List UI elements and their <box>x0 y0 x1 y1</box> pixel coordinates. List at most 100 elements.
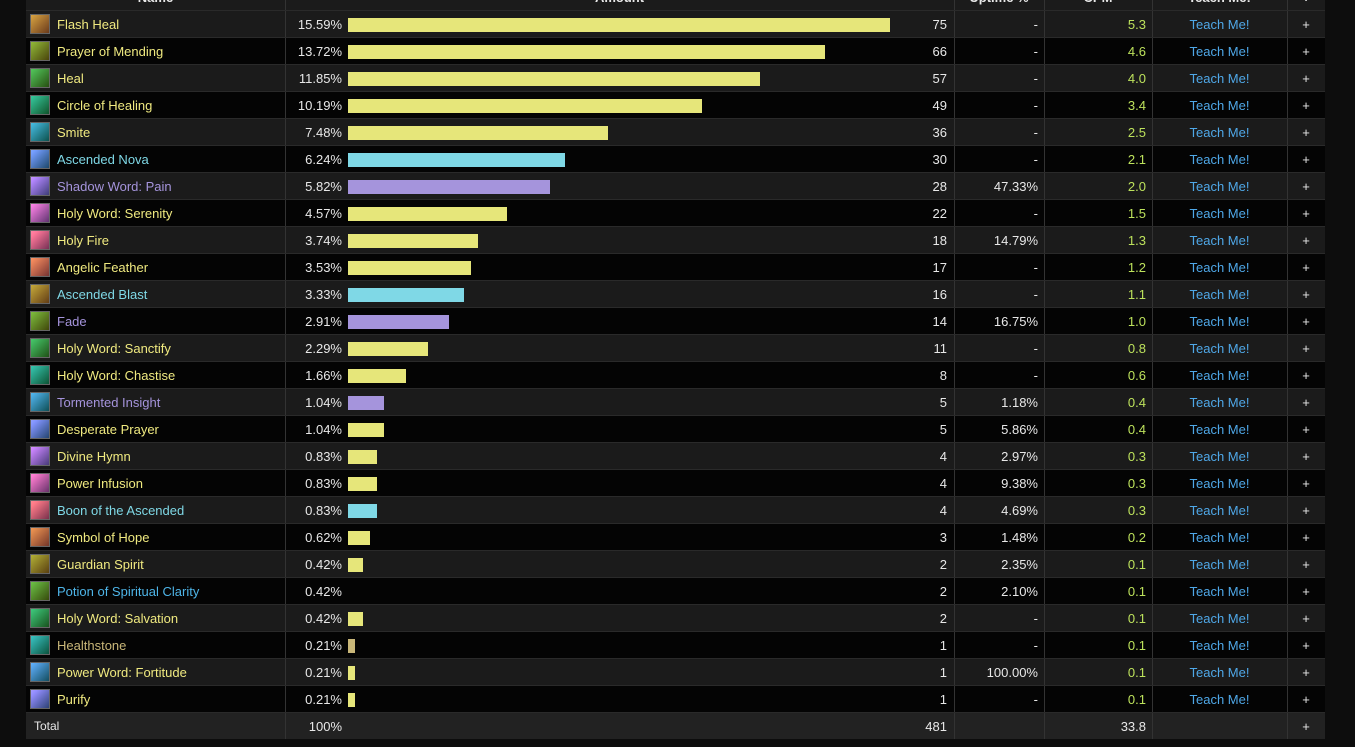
expand-button[interactable]: + <box>1302 557 1310 572</box>
teach-me-link[interactable]: Teach Me! <box>1189 395 1250 410</box>
teach-me-link[interactable]: Teach Me! <box>1189 638 1250 653</box>
teach-me-link[interactable]: Teach Me! <box>1189 17 1250 32</box>
cpm: 1.3 <box>1127 233 1146 248</box>
expand-button[interactable]: + <box>1302 611 1310 626</box>
teach-me-link[interactable]: Teach Me! <box>1189 206 1250 221</box>
cpm: 2.1 <box>1127 152 1146 167</box>
cpm: 0.1 <box>1127 584 1146 599</box>
expand-button[interactable]: + <box>1302 530 1310 545</box>
teach-me-link[interactable]: Teach Me! <box>1189 611 1250 626</box>
cpm: 0.1 <box>1127 665 1146 680</box>
column-divider <box>1287 524 1288 550</box>
expand-button[interactable]: + <box>1302 719 1310 734</box>
spell-row: Fade 2.91% 14 16.75% 1.0 Teach Me! + <box>26 308 1325 335</box>
expand-button[interactable]: + <box>1302 584 1310 599</box>
expand-button[interactable]: + <box>1302 179 1310 194</box>
spell-name: Guardian Spirit <box>57 557 144 572</box>
column-divider <box>285 65 286 91</box>
expand-button[interactable]: + <box>1302 341 1310 356</box>
teach-me-link[interactable]: Teach Me! <box>1189 233 1250 248</box>
expand-button[interactable]: + <box>1302 17 1310 32</box>
column-divider <box>1044 632 1045 658</box>
spell-name: Power Word: Fortitude <box>57 665 187 680</box>
percent: 13.72% <box>297 44 342 59</box>
expand-button[interactable]: + <box>1302 692 1310 707</box>
expand-button[interactable]: + <box>1302 476 1310 491</box>
spell-icon <box>30 230 50 250</box>
teach-me-link[interactable]: Teach Me! <box>1189 179 1250 194</box>
expand-button[interactable]: + <box>1302 71 1310 86</box>
expand-button[interactable]: + <box>1302 422 1310 437</box>
teach-me-link[interactable]: Teach Me! <box>1189 368 1250 383</box>
expand-button[interactable]: + <box>1302 125 1310 140</box>
spell-name: Ascended Blast <box>57 287 148 302</box>
teach-me-link[interactable]: Teach Me! <box>1189 314 1250 329</box>
percent: 4.57% <box>305 206 342 221</box>
teach-me-link[interactable]: Teach Me! <box>1189 584 1250 599</box>
teach-me-link[interactable]: Teach Me! <box>1189 341 1250 356</box>
expand-button[interactable]: + <box>1302 260 1310 275</box>
column-divider <box>1044 605 1045 631</box>
expand-button[interactable]: + <box>1302 233 1310 248</box>
expand-button[interactable]: + <box>1302 287 1310 302</box>
teach-me-link[interactable]: Teach Me! <box>1189 530 1250 545</box>
column-divider <box>1044 335 1045 361</box>
expand-button[interactable]: + <box>1302 44 1310 59</box>
expand-button[interactable]: + <box>1302 206 1310 221</box>
column-divider <box>285 227 286 253</box>
expand-button[interactable]: + <box>1302 503 1310 518</box>
teach-me-link[interactable]: Teach Me! <box>1189 422 1250 437</box>
teach-me-link[interactable]: Teach Me! <box>1189 98 1250 113</box>
teach-me-link[interactable]: Teach Me! <box>1189 125 1250 140</box>
spell-name: Tormented Insight <box>57 395 161 410</box>
expand-button[interactable]: + <box>1302 449 1310 464</box>
teach-me-link[interactable]: Teach Me! <box>1189 503 1250 518</box>
teach-me-link[interactable]: Teach Me! <box>1189 260 1250 275</box>
expand-button[interactable]: + <box>1302 98 1310 113</box>
column-divider <box>1152 38 1153 64</box>
column-divider <box>1287 470 1288 496</box>
column-divider <box>954 551 955 577</box>
spell-name: Ascended Nova <box>57 152 149 167</box>
teach-me-link[interactable]: Teach Me! <box>1189 692 1250 707</box>
teach-me-link[interactable]: Teach Me! <box>1189 44 1250 59</box>
spell-icon <box>30 446 50 466</box>
column-divider <box>285 470 286 496</box>
total-label: Total <box>34 719 60 733</box>
percent: 10.19% <box>297 98 342 113</box>
teach-me-link[interactable]: Teach Me! <box>1189 449 1250 464</box>
spell-name: Fade <box>57 314 87 329</box>
column-divider <box>954 308 955 334</box>
column-divider <box>1287 173 1288 199</box>
column-divider <box>1287 227 1288 253</box>
teach-me-link[interactable]: Teach Me! <box>1189 287 1250 302</box>
amount-bar <box>348 126 609 140</box>
spell-name: Heal <box>57 71 84 86</box>
teach-me-link[interactable]: Teach Me! <box>1189 71 1250 86</box>
cast-count: 16 <box>932 287 947 302</box>
column-divider <box>954 335 955 361</box>
expand-button[interactable]: + <box>1302 665 1310 680</box>
cpm: 0.1 <box>1127 611 1146 626</box>
expand-button[interactable]: + <box>1302 638 1310 653</box>
teach-me-link[interactable]: Teach Me! <box>1189 665 1250 680</box>
percent: 0.83% <box>305 503 342 518</box>
column-divider <box>285 119 286 145</box>
teach-me-link[interactable]: Teach Me! <box>1189 476 1250 491</box>
expand-button[interactable]: + <box>1302 368 1310 383</box>
spell-icon <box>30 365 50 385</box>
teach-me-link[interactable]: Teach Me! <box>1189 152 1250 167</box>
expand-button[interactable]: + <box>1302 395 1310 410</box>
percent: 0.83% <box>305 476 342 491</box>
expand-button[interactable]: + <box>1302 152 1310 167</box>
spell-row: Holy Fire 3.74% 18 14.79% 1.3 Teach Me! + <box>26 227 1325 254</box>
header-label: + <box>1287 0 1325 11</box>
uptime: 100.00% <box>986 665 1038 680</box>
teach-me-link[interactable]: Teach Me! <box>1189 557 1250 572</box>
column-divider <box>1287 254 1288 280</box>
amount-bar <box>348 693 356 707</box>
column-divider <box>1287 686 1288 712</box>
expand-button[interactable]: + <box>1302 314 1310 329</box>
spell-row: Angelic Feather 3.53% 17 - 1.2 Teach Me! + <box>26 254 1325 281</box>
